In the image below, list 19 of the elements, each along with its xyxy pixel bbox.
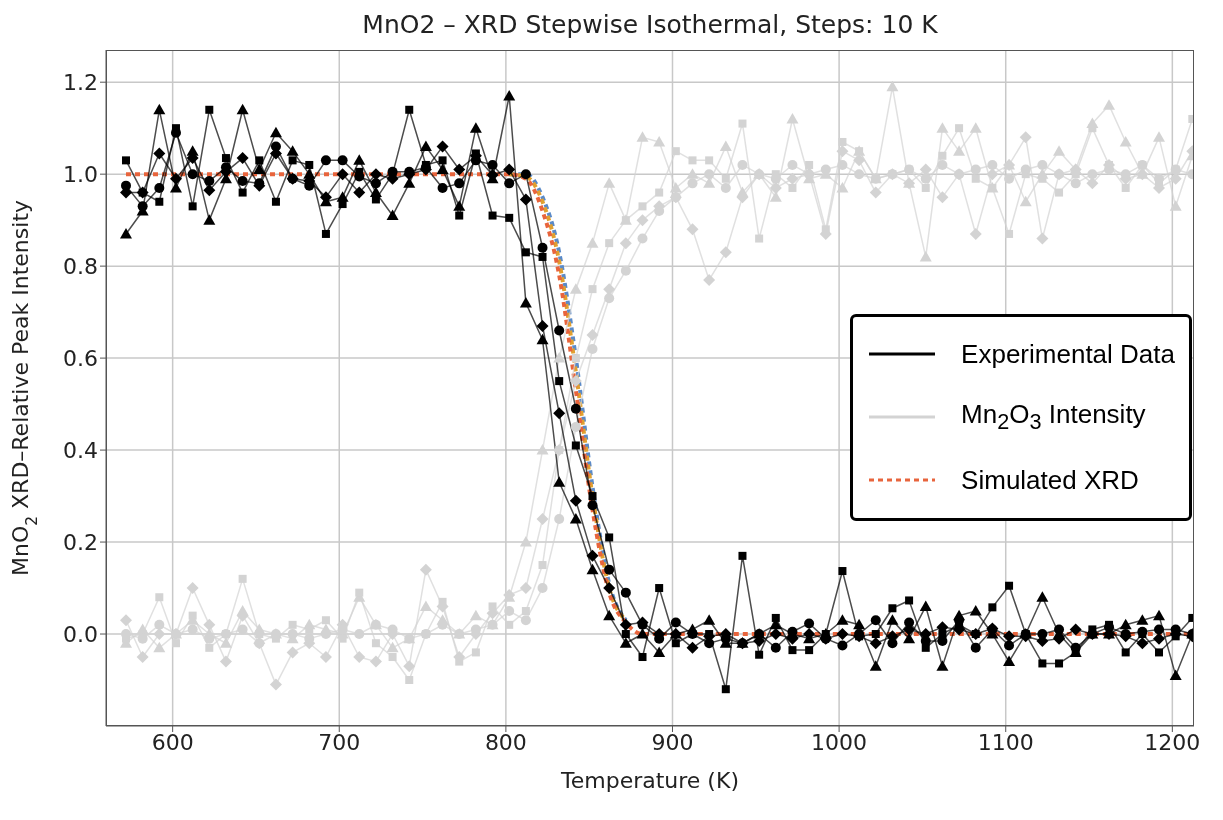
x-tick-label: 1100 <box>977 729 1034 755</box>
x-axis-title: Temperature (K) <box>560 767 739 793</box>
y-tick-label: 0.4 <box>63 437 98 463</box>
chart-title: MnO2 – XRD Stepwise Isothermal, Steps: 10 K <box>361 10 939 39</box>
legend-label: Mn$_{2}$O$_{3}$ Intensity <box>961 399 1146 436</box>
x-tick-label: 900 <box>651 729 694 755</box>
x-tick-label: 800 <box>484 729 527 755</box>
y-tick-label: 1.2 <box>63 70 98 95</box>
y-tick-label: 0.8 <box>63 253 98 279</box>
x-tick-label: 700 <box>318 729 361 755</box>
y-tick-label: 0.2 <box>63 529 98 555</box>
x-tick-label: 1000 <box>811 729 868 755</box>
legend-label: Experimental Data <box>961 338 1175 370</box>
y-tick-label: 0.0 <box>63 621 98 647</box>
x-tick-label: 600 <box>151 729 194 755</box>
legend-label: Simulated XRD <box>961 464 1139 496</box>
x-tick-label: 1200 <box>1144 729 1201 755</box>
y-tick-label: 0.6 <box>63 345 98 371</box>
y-tick-label: 1.0 <box>63 161 98 187</box>
